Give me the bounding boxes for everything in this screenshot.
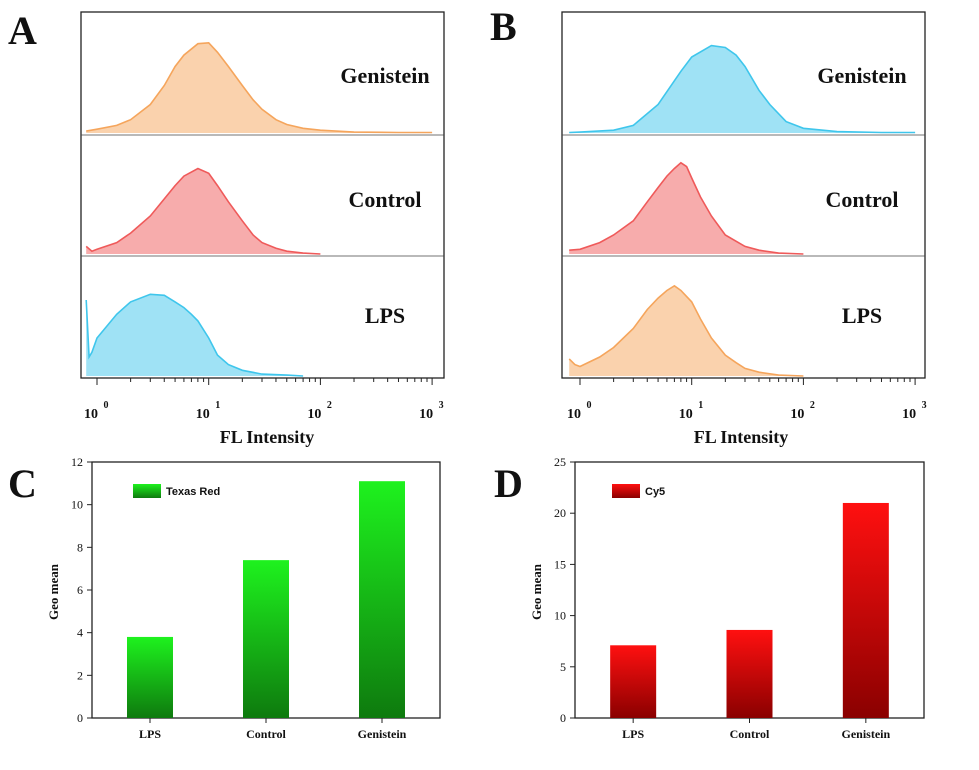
legend-swatch-c: [133, 484, 161, 498]
histogram-line-genistein: [86, 41, 433, 134]
y-tick-label: 15: [554, 557, 566, 571]
x-tick-exponent: 0: [104, 400, 109, 411]
x-tick-label: Genistein: [841, 727, 890, 741]
bar-chart-c: LPS Control Genistein 0 2 4 6 8 10 12: [71, 455, 407, 741]
y-tick-label: 6: [77, 583, 83, 597]
x-axis-ticks-a: 10 0 10 1 10 2 10 3: [84, 378, 444, 422]
x-tick-exponent: 0: [587, 400, 592, 411]
row-label-genistein: Genistein: [340, 63, 429, 88]
panel-a: A Genistein Control LPS 10 0 10 1 10 2 10 3 FL …: [8, 8, 445, 447]
x-tick-label: 10: [84, 407, 98, 422]
row-label-genistein: Genistein: [817, 63, 906, 88]
bar-chart-d: LPS Control Genistein 0 5 10 15 20 25: [554, 455, 890, 741]
x-tick-exponent: 3: [922, 400, 927, 411]
y-tick-label: 8: [77, 540, 83, 554]
histogram-plot-a: [85, 41, 433, 377]
y-tick-label: 25: [554, 455, 566, 469]
x-tick-label: Genistein: [358, 727, 407, 741]
histogram-frame-b: [561, 11, 926, 379]
histogram-fill-control: [86, 168, 321, 254]
histogram-line-genistein: [569, 44, 916, 134]
panel-letter-d: D: [494, 461, 523, 506]
y-tick-label: 10: [71, 498, 83, 512]
legend-swatch-d: [612, 484, 640, 498]
x-tick-label: Control: [730, 727, 770, 741]
legend-label-d: Cy5: [645, 486, 665, 498]
x-tick-label: 10: [196, 407, 210, 422]
row-label-control: Control: [826, 187, 899, 212]
y-tick-label: 0: [77, 711, 83, 725]
panel-b: B Genistein Control LPS 10 0 10 1 10 2 10 3 FL …: [490, 4, 927, 447]
y-tick-label: 0: [560, 711, 566, 725]
y-axis-title-d: Geo mean: [529, 563, 544, 620]
x-tick-exponent: 1: [215, 400, 220, 411]
histogram-fill-lps: [86, 294, 304, 376]
panel-d: D LPS Control Genistein 0 5 10 15 20 25 Geo mean…: [494, 455, 925, 741]
histogram-plot-b: [568, 44, 916, 377]
x-tick-exponent: 1: [698, 400, 703, 411]
y-tick-label: 4: [77, 626, 83, 640]
row-label-lps: LPS: [365, 303, 405, 328]
y-tick-label: 20: [554, 506, 566, 520]
x-tick-label: Control: [246, 727, 286, 741]
histogram-fill-control: [569, 162, 804, 254]
x-tick-exponent: 3: [439, 400, 444, 411]
histogram-line-lps: [85, 293, 304, 377]
x-tick-label: LPS: [139, 727, 161, 741]
histogram-fill-genistein: [569, 45, 916, 133]
x-tick-exponent: 2: [327, 400, 332, 411]
panel-letter-a: A: [8, 8, 37, 53]
histogram-frame-a: [80, 11, 445, 379]
x-tick-label: LPS: [622, 727, 644, 741]
y-axis-title-c: Geo mean: [46, 563, 61, 620]
histogram-fill-genistein: [86, 42, 433, 133]
x-tick-label: 10: [902, 407, 916, 422]
x-axis-title-b: FL Intensity: [694, 427, 789, 447]
histogram-fill-lps: [569, 285, 804, 376]
x-tick-label: 10: [567, 407, 581, 422]
x-tick-label: 10: [419, 407, 433, 422]
x-tick-label: 10: [307, 407, 321, 422]
x-axis-ticks-b: 10 0 10 1 10 2 10 3: [567, 378, 927, 422]
x-tick-label: 10: [679, 407, 693, 422]
y-tick-label: 2: [77, 668, 83, 682]
histogram-line-control: [85, 167, 321, 255]
panel-letter-b: B: [490, 4, 517, 49]
bar-control: [243, 560, 289, 718]
y-tick-label: 12: [71, 455, 83, 469]
x-axis-title-a: FL Intensity: [220, 427, 315, 447]
histogram-line-control: [569, 161, 804, 255]
row-label-control: Control: [349, 187, 422, 212]
y-tick-label: 5: [560, 660, 566, 674]
x-tick-exponent: 2: [810, 400, 815, 411]
legend-label-c: Texas Red: [166, 486, 220, 498]
x-tick-label: 10: [790, 407, 804, 422]
row-label-lps: LPS: [842, 303, 882, 328]
histogram-line-lps: [568, 284, 804, 377]
bar-lps: [610, 645, 657, 718]
bar-control: [726, 629, 773, 718]
bar-genistein: [359, 481, 405, 718]
bar-genistein: [842, 502, 889, 718]
panel-letter-c: C: [8, 461, 37, 506]
bar-lps: [127, 636, 173, 718]
y-tick-label: 10: [554, 609, 566, 623]
